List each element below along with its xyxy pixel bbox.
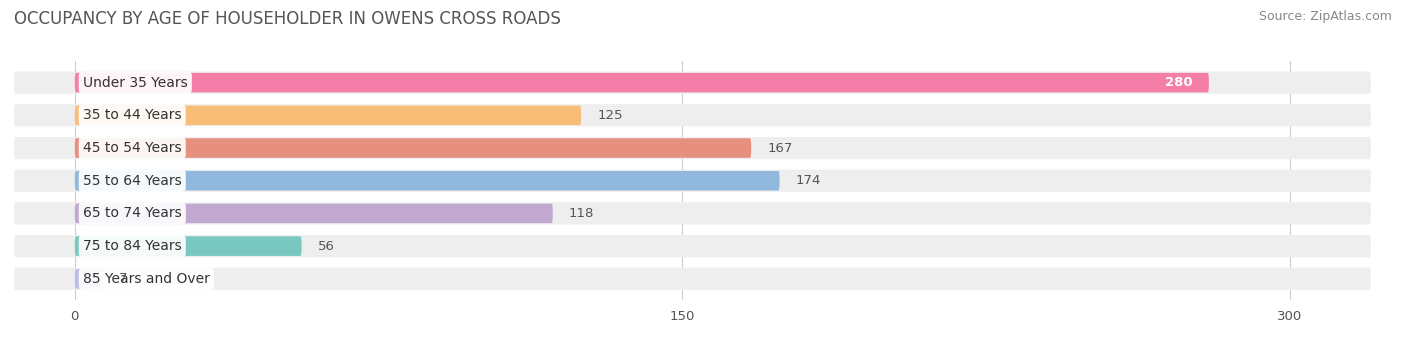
FancyBboxPatch shape — [75, 236, 302, 256]
FancyBboxPatch shape — [75, 106, 581, 125]
Text: Source: ZipAtlas.com: Source: ZipAtlas.com — [1258, 10, 1392, 23]
Text: 167: 167 — [768, 142, 793, 154]
Text: 174: 174 — [796, 174, 821, 187]
FancyBboxPatch shape — [14, 202, 1371, 224]
Text: 85 Years and Over: 85 Years and Over — [83, 272, 209, 286]
FancyBboxPatch shape — [75, 171, 779, 191]
FancyBboxPatch shape — [75, 138, 751, 158]
Text: 125: 125 — [598, 109, 623, 122]
FancyBboxPatch shape — [14, 235, 1371, 257]
FancyBboxPatch shape — [14, 104, 1371, 127]
Text: 75 to 84 Years: 75 to 84 Years — [83, 239, 181, 253]
FancyBboxPatch shape — [75, 269, 103, 288]
Text: 65 to 74 Years: 65 to 74 Years — [83, 206, 181, 220]
FancyBboxPatch shape — [75, 204, 553, 223]
FancyBboxPatch shape — [14, 72, 1371, 94]
Text: 280: 280 — [1166, 76, 1192, 89]
Text: 45 to 54 Years: 45 to 54 Years — [83, 141, 181, 155]
Text: OCCUPANCY BY AGE OF HOUSEHOLDER IN OWENS CROSS ROADS: OCCUPANCY BY AGE OF HOUSEHOLDER IN OWENS… — [14, 10, 561, 28]
Text: 7: 7 — [120, 272, 128, 285]
FancyBboxPatch shape — [14, 137, 1371, 159]
FancyBboxPatch shape — [14, 268, 1371, 290]
Text: Under 35 Years: Under 35 Years — [83, 76, 187, 90]
Text: 35 to 44 Years: 35 to 44 Years — [83, 108, 181, 122]
Text: 118: 118 — [569, 207, 595, 220]
FancyBboxPatch shape — [75, 73, 1209, 92]
Text: 55 to 64 Years: 55 to 64 Years — [83, 174, 181, 188]
Text: 56: 56 — [318, 240, 335, 253]
FancyBboxPatch shape — [14, 169, 1371, 192]
